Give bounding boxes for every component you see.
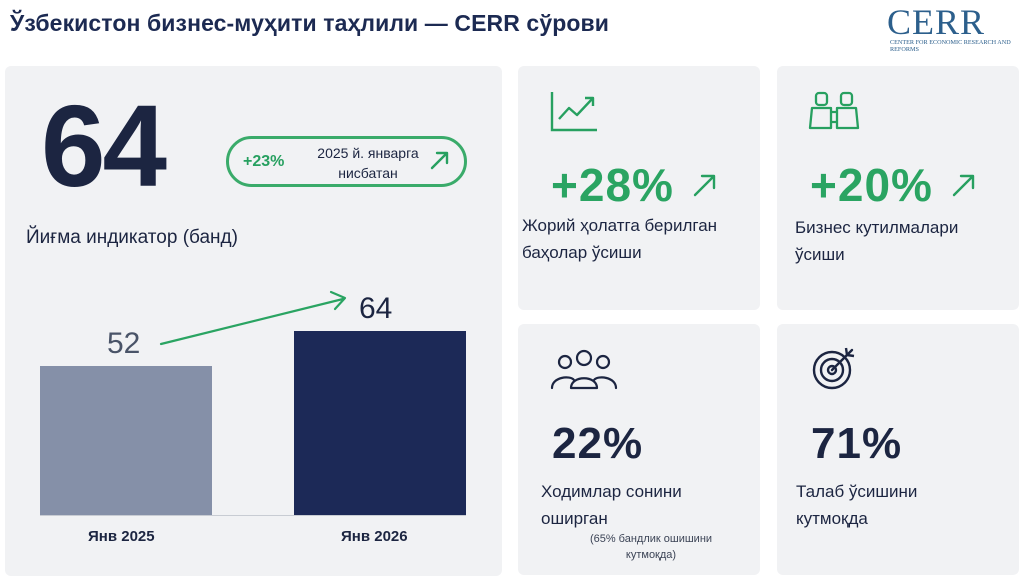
- stat-description-line: ўсиши: [795, 245, 845, 264]
- logo-wordmark: CERR: [887, 2, 986, 42]
- stat-value: +20%: [810, 159, 933, 211]
- stat-card-employees: [518, 324, 760, 575]
- stat-description: Жорий ҳолатга берилган баҳолар ўсиши: [522, 212, 717, 266]
- bar-jan-2026: [294, 331, 466, 516]
- stat-value: 22%: [552, 419, 644, 468]
- stat-description-line: баҳолар ўсиши: [522, 243, 642, 262]
- stat-card-demand-expectations: [777, 324, 1019, 575]
- stat-footnote-line: (65% бандлик ошишини: [589, 533, 713, 545]
- stat-description: Талаб ўсишини кутмоқда: [796, 478, 917, 532]
- page-title: Ўзбекистон бизнес-муҳити таҳлили — CERR …: [10, 10, 609, 36]
- binoculars-icon: [808, 91, 860, 130]
- stat-footnote: (65% бандлик ошишини кутмоқда): [556, 531, 746, 563]
- arrow-up-right-icon: [693, 174, 716, 197]
- stat-description-line: Бизнес кутилмалари: [795, 218, 959, 237]
- cerr-logo: CERR Center for Economic Research and Re…: [887, 2, 1017, 54]
- trend-arrow-icon: [159, 290, 347, 346]
- chart-baseline: [40, 515, 466, 516]
- change-badge: +23% 2025 й. январга нисбатан: [226, 136, 467, 187]
- stat-description-line: Жорий ҳолатга берилган: [522, 216, 718, 235]
- stat-card-business-expectations: [777, 66, 1019, 310]
- stat-value: 71%: [811, 419, 903, 468]
- target-icon: [812, 347, 855, 390]
- stat-description: Бизнес кутилмалари ўсиши: [795, 214, 958, 268]
- stat-footnote-line: кутмоқда): [625, 549, 677, 561]
- change-badge-text: 2025 й. январга нисбатан: [317, 145, 419, 181]
- arrow-up-right-icon: [430, 151, 449, 170]
- people-group-icon: [550, 349, 618, 390]
- arrow-up-right-icon: [952, 174, 975, 197]
- composite-indicator-value: 64: [41, 81, 167, 211]
- stat-description-line: оширган: [541, 509, 608, 528]
- stat-value: +28%: [551, 159, 674, 211]
- logo-subtitle: Center for Economic Research and Reforms: [890, 39, 1011, 53]
- bar-jan-2025: [40, 366, 212, 516]
- bar-category-label: Янв 2026: [341, 528, 408, 545]
- stat-description: Ходимлар сонини оширган: [541, 478, 682, 532]
- stat-description-line: Талаб ўсишини: [796, 482, 918, 501]
- bar-value-label: 52: [107, 327, 141, 360]
- stat-description-line: Ходимлар сонини: [541, 482, 682, 501]
- change-badge-percent: +23%: [243, 153, 285, 170]
- line-chart-icon: [550, 92, 597, 132]
- stat-description-line: кутмоқда: [796, 509, 868, 528]
- stat-card-current-assessment: [518, 66, 760, 310]
- bar-value-label: 64: [359, 292, 393, 325]
- composite-indicator-caption: Йиғма индикатор (банд): [26, 227, 238, 248]
- bar-category-label: Янв 2025: [88, 528, 155, 545]
